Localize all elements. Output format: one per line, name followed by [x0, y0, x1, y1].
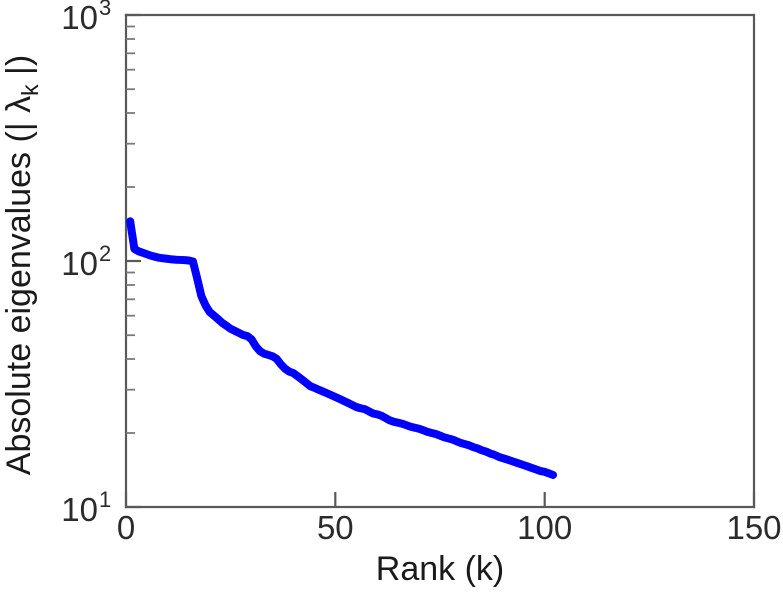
x-axis-title: Rank (k) — [376, 550, 504, 588]
y-tick-labels: 10 3 10 2 10 1 — [61, 0, 111, 528]
eigenvalue-curve — [126, 217, 558, 479]
y-axis-title-subscript: k — [17, 84, 43, 96]
y-axis-ticks — [126, 13, 141, 509]
y-axis-title-tail: |) — [0, 55, 38, 85]
ytick-label-1000-base: 10 — [61, 0, 98, 36]
y-axis-title: Absolute eigenvalues (| λk |) — [0, 55, 43, 475]
xtick-label-0: 0 — [117, 509, 135, 546]
y-axis-title-main: Absolute eigenvalues (| λ — [0, 96, 38, 475]
ytick-label-10-exponent: 1 — [99, 487, 111, 512]
x-tick-labels: 0 50 100 150 — [117, 509, 782, 546]
ytick-label-100-exponent: 2 — [99, 241, 111, 266]
x-axis-ticks — [124, 492, 756, 507]
ytick-label-1000-exponent: 3 — [99, 0, 111, 20]
xtick-label-50: 50 — [317, 509, 354, 546]
ytick-label-100-base: 10 — [61, 245, 98, 282]
data-series-group — [126, 217, 558, 479]
xtick-label-150: 150 — [726, 509, 781, 546]
ytick-label-10-base: 10 — [61, 491, 98, 528]
xtick-label-100: 100 — [517, 509, 572, 546]
